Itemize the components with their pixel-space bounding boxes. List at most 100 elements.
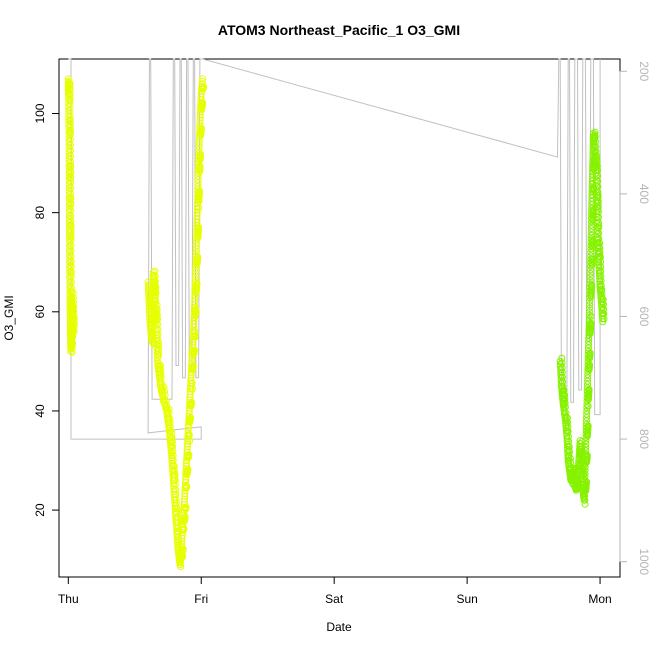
data-point bbox=[586, 290, 594, 298]
data-point bbox=[154, 320, 162, 328]
data-point bbox=[597, 288, 605, 296]
data-point bbox=[584, 374, 592, 382]
data-point bbox=[65, 145, 73, 153]
x-tick-label: Thu bbox=[58, 592, 79, 606]
data-point bbox=[66, 235, 74, 243]
data-point bbox=[190, 346, 198, 354]
data-point bbox=[155, 339, 163, 347]
data-point bbox=[564, 427, 572, 435]
data-point bbox=[561, 391, 569, 399]
data-point bbox=[592, 189, 600, 197]
data-point bbox=[596, 244, 604, 252]
data-point bbox=[599, 296, 607, 304]
data-point bbox=[192, 245, 200, 253]
data-point bbox=[70, 319, 78, 327]
data-point bbox=[587, 245, 595, 253]
data-point bbox=[188, 385, 196, 393]
data-point bbox=[66, 116, 74, 124]
data-point bbox=[193, 279, 201, 287]
data-point bbox=[172, 486, 180, 494]
data-point bbox=[66, 112, 74, 120]
data-point bbox=[565, 443, 573, 451]
data-point bbox=[584, 402, 592, 410]
data-point bbox=[583, 414, 591, 422]
y-tick-label: 80 bbox=[33, 206, 47, 220]
data-point bbox=[67, 231, 75, 239]
data-point bbox=[561, 395, 569, 403]
data-point bbox=[194, 176, 202, 184]
data-point bbox=[600, 305, 608, 313]
data-point bbox=[69, 328, 77, 336]
data-point bbox=[578, 438, 586, 446]
data-point bbox=[157, 365, 165, 373]
data-point bbox=[587, 259, 595, 267]
data-point bbox=[67, 242, 75, 250]
data-point bbox=[585, 338, 593, 346]
data-point bbox=[597, 262, 605, 270]
data-point bbox=[594, 192, 602, 200]
data-point bbox=[152, 289, 160, 297]
data-point bbox=[184, 465, 192, 473]
data-point bbox=[600, 310, 608, 318]
data-point bbox=[65, 103, 73, 111]
y-tick-label: 20 bbox=[33, 503, 47, 517]
data-point bbox=[586, 301, 594, 309]
data-point bbox=[160, 383, 168, 391]
data-point bbox=[194, 166, 202, 174]
data-point bbox=[597, 267, 605, 275]
secondary-y-axis: 200 400 600 800 1000 bbox=[619, 61, 650, 575]
data-point bbox=[152, 328, 160, 336]
data-point bbox=[168, 433, 176, 441]
data-point bbox=[67, 262, 75, 270]
data-point bbox=[593, 227, 601, 235]
data-point bbox=[66, 285, 74, 293]
data-point bbox=[592, 176, 600, 184]
data-point bbox=[196, 187, 204, 195]
data-point bbox=[594, 166, 602, 174]
x-tick-label: Fri bbox=[194, 592, 208, 606]
data-point bbox=[563, 414, 571, 422]
data-point bbox=[558, 364, 566, 372]
data-point bbox=[153, 306, 161, 314]
data-point bbox=[67, 278, 75, 286]
data-point bbox=[196, 162, 204, 170]
data-point bbox=[594, 183, 602, 191]
data-point bbox=[597, 258, 605, 266]
data-point bbox=[180, 525, 188, 533]
data-point bbox=[171, 468, 179, 476]
data-point bbox=[583, 410, 591, 418]
data-point bbox=[154, 336, 162, 344]
data-point bbox=[564, 432, 572, 440]
data-point bbox=[185, 430, 193, 438]
pressure-trace bbox=[68, 58, 601, 440]
data-point bbox=[591, 133, 599, 141]
data-point bbox=[66, 271, 74, 279]
data-point bbox=[65, 120, 73, 128]
data-point bbox=[595, 222, 603, 230]
data-point bbox=[584, 364, 592, 372]
data-point bbox=[193, 205, 201, 213]
data-point bbox=[66, 95, 74, 103]
data-point bbox=[185, 451, 193, 459]
data-point bbox=[66, 255, 74, 263]
data-point bbox=[198, 124, 206, 132]
data-point bbox=[65, 180, 73, 188]
data-point bbox=[587, 319, 595, 327]
data-point bbox=[585, 311, 593, 319]
data-point bbox=[151, 267, 159, 275]
data-point bbox=[582, 443, 590, 451]
data-point bbox=[66, 90, 74, 98]
data-point bbox=[153, 338, 161, 346]
pressure-line bbox=[68, 58, 601, 440]
data-point bbox=[66, 248, 74, 256]
data-point bbox=[189, 362, 197, 370]
data-point bbox=[593, 220, 601, 228]
data-point bbox=[66, 275, 74, 283]
y-tick-label: 100 bbox=[33, 103, 47, 123]
data-point bbox=[581, 500, 589, 508]
data-point bbox=[587, 312, 595, 320]
data-point bbox=[181, 513, 189, 521]
data-point bbox=[586, 361, 594, 369]
data-point bbox=[66, 258, 74, 266]
data-point bbox=[557, 379, 565, 387]
